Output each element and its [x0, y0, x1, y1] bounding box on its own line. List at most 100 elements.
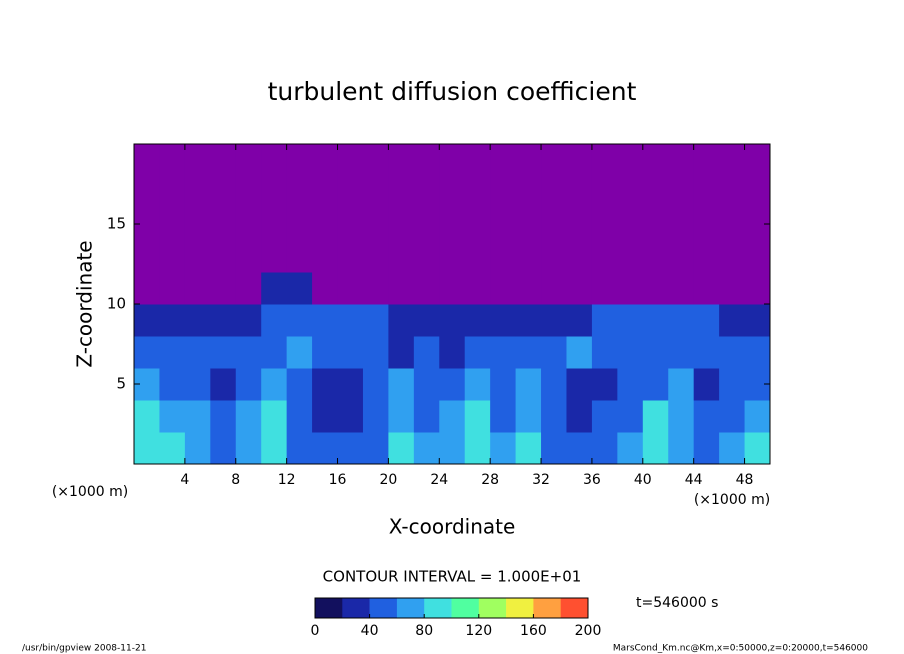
x-tick-label: 32	[532, 472, 550, 488]
field-cell	[668, 208, 695, 241]
field-cell	[413, 208, 440, 241]
field-cell	[515, 400, 542, 433]
field-cell	[210, 368, 237, 401]
field-cell	[159, 176, 186, 209]
field-cell	[642, 368, 669, 401]
field-cell	[617, 176, 644, 209]
field-cell	[719, 144, 746, 177]
field-cell	[719, 304, 746, 337]
field-cell	[515, 272, 542, 305]
footer-left: /usr/bin/gpview 2008-11-21	[22, 644, 146, 654]
field-cell	[337, 176, 364, 209]
field-cell	[464, 144, 491, 177]
field-cell	[719, 176, 746, 209]
field-cell	[566, 176, 593, 209]
x-tick-label: 48	[736, 472, 754, 488]
field-cell	[490, 240, 517, 273]
field-cell	[744, 176, 771, 209]
field-cell	[159, 368, 186, 401]
field-cell	[388, 240, 415, 273]
x-tick-label: 44	[685, 472, 703, 488]
field-cell	[744, 272, 771, 305]
field-cell	[362, 144, 389, 177]
field-cell	[337, 240, 364, 273]
field-cell	[591, 176, 618, 209]
field-cell	[719, 240, 746, 273]
field-cell	[439, 368, 466, 401]
field-cell	[388, 336, 415, 369]
field-cell	[159, 304, 186, 337]
chart-title: turbulent diffusion coefficient	[268, 77, 637, 106]
field-cell	[261, 144, 288, 177]
field-cell	[490, 272, 517, 305]
field-cell	[134, 240, 160, 273]
field-cell	[490, 368, 517, 401]
field-cell	[541, 368, 567, 401]
y-axis-label: Z-coordinate	[73, 240, 97, 367]
field-cell	[439, 208, 466, 241]
field-cell	[388, 368, 415, 401]
field-cell	[617, 368, 644, 401]
footer-right: MarsCond_Km.nc@Km,x=0:50000,z=0:20000,t=…	[613, 644, 868, 654]
field-cell	[439, 336, 466, 369]
field-cell	[159, 336, 186, 369]
field-cell	[184, 432, 211, 465]
field-cell	[591, 272, 618, 305]
field-cell	[617, 144, 644, 177]
field-cell	[235, 432, 262, 465]
x-axis-label: X-coordinate	[389, 515, 516, 539]
field-cell	[261, 272, 288, 305]
field-cell	[515, 304, 542, 337]
field-cell	[541, 304, 567, 337]
field-cell	[312, 432, 339, 465]
field-cell	[744, 304, 771, 337]
contour-interval: CONTOUR INTERVAL = 1.000E+01	[323, 568, 582, 586]
field-cell	[617, 432, 644, 465]
field-cell	[413, 304, 440, 337]
field-cell	[719, 336, 746, 369]
field-cell	[490, 304, 517, 337]
field-cell	[388, 304, 415, 337]
field-cell	[235, 304, 262, 337]
field-cell	[566, 432, 593, 465]
colorbar-swatch	[506, 598, 534, 618]
field-cell	[515, 336, 542, 369]
field-cell	[566, 208, 593, 241]
field-cell	[490, 336, 517, 369]
field-cell	[184, 272, 211, 305]
field-cell	[413, 176, 440, 209]
field-cell	[566, 368, 593, 401]
field-cell	[362, 304, 389, 337]
field-cell	[668, 176, 695, 209]
field-cell	[413, 432, 440, 465]
field-cell	[286, 208, 313, 241]
field-cell	[744, 240, 771, 273]
field-cell	[261, 208, 288, 241]
field-cell	[566, 336, 593, 369]
field-cell	[693, 240, 720, 273]
colorbar-swatch	[451, 598, 480, 618]
field-cell	[184, 368, 211, 401]
field-cell	[693, 368, 720, 401]
field-cell	[668, 144, 695, 177]
field-cell	[541, 400, 567, 433]
field-cell	[668, 272, 695, 305]
field-cell	[642, 272, 669, 305]
field-cell	[312, 400, 339, 433]
field-cell	[693, 400, 720, 433]
field-cell	[286, 432, 313, 465]
field-cell	[184, 144, 211, 177]
field-cell	[312, 176, 339, 209]
field-cell	[159, 240, 186, 273]
field-cell	[210, 272, 237, 305]
field-cell	[210, 176, 237, 209]
y-tick-label: 5	[116, 375, 126, 393]
colorbar-swatch	[396, 598, 425, 618]
field-cell	[642, 400, 669, 433]
field-cell	[617, 240, 644, 273]
field-cell	[541, 336, 567, 369]
field-cell	[210, 432, 237, 465]
field-cell	[668, 336, 695, 369]
field-cell	[464, 400, 491, 433]
x-tick-label: 20	[379, 472, 397, 488]
